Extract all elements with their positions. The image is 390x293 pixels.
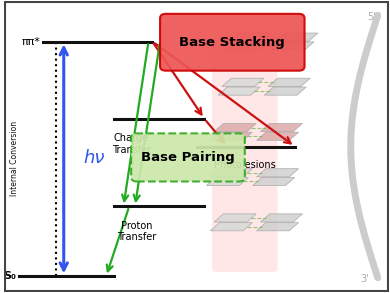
Text: Internal Conversion: Internal Conversion (10, 121, 20, 196)
Polygon shape (272, 42, 314, 50)
Polygon shape (218, 87, 260, 95)
Polygon shape (230, 33, 271, 41)
Text: 5': 5' (368, 12, 376, 22)
Text: Proton
Transfer: Proton Transfer (117, 221, 156, 243)
FancyBboxPatch shape (212, 39, 278, 272)
Text: 3': 3' (360, 274, 369, 284)
Text: hν: hν (83, 149, 105, 167)
Polygon shape (257, 132, 299, 140)
Polygon shape (214, 214, 256, 222)
Text: Photolesions: Photolesions (214, 160, 276, 170)
Polygon shape (264, 87, 306, 95)
Polygon shape (257, 169, 299, 177)
Polygon shape (276, 33, 318, 41)
Polygon shape (268, 78, 310, 86)
Text: Base Stacking: Base Stacking (179, 36, 285, 49)
FancyBboxPatch shape (160, 14, 305, 71)
Polygon shape (210, 169, 252, 177)
Polygon shape (261, 123, 302, 132)
Text: Charge
Transfer: Charge Transfer (112, 133, 151, 155)
Polygon shape (253, 177, 295, 185)
Polygon shape (222, 78, 264, 86)
Polygon shape (210, 223, 252, 231)
Text: ππ*: ππ* (22, 37, 41, 47)
Polygon shape (257, 223, 299, 231)
Polygon shape (210, 132, 252, 140)
Polygon shape (261, 214, 302, 222)
Polygon shape (206, 177, 248, 185)
Text: S₀: S₀ (4, 271, 16, 281)
Polygon shape (226, 42, 268, 50)
Polygon shape (214, 123, 256, 132)
Text: Base Pairing: Base Pairing (141, 151, 235, 164)
FancyBboxPatch shape (131, 133, 245, 181)
